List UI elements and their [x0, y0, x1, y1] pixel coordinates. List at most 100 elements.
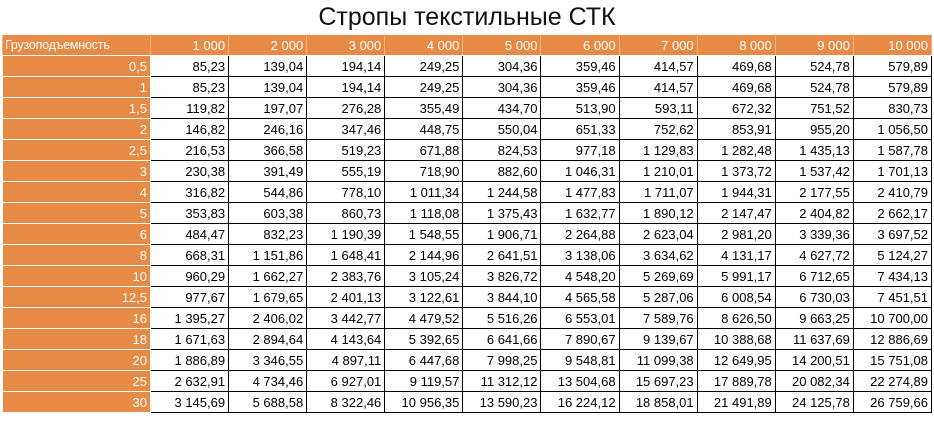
- table-cell: 469,68: [696, 76, 776, 98]
- table-cell: 9 663,25: [774, 307, 854, 329]
- table-cell: 1 886,89: [149, 349, 230, 371]
- table-cell: 6 730,03: [774, 286, 854, 308]
- table-cell: 194,14: [306, 55, 386, 77]
- table-cell: 778,10: [306, 181, 386, 203]
- table-cell: 304,36: [462, 55, 542, 77]
- table-cell: 353,83: [149, 202, 230, 224]
- table-cell: 1 944,31: [696, 181, 776, 203]
- table-cell: 4 548,20: [540, 265, 620, 287]
- table-row: 16 1 395,27 2 406,02 3 442,77 4 479,52 5 516,…: [2, 307, 933, 329]
- table-cell: 5 269,69: [618, 265, 698, 287]
- column-header: 7 000: [618, 34, 698, 56]
- table-cell: 524,78: [774, 55, 854, 77]
- row-header: 3: [2, 160, 151, 182]
- table-cell: 6 553,01: [540, 307, 620, 329]
- table-cell: 11 099,38: [618, 349, 698, 371]
- table-cell: 1 890,12: [618, 202, 698, 224]
- column-header: 2 000: [228, 34, 308, 56]
- table-cell: 1 210,01: [618, 160, 698, 182]
- column-header: 4 000: [384, 34, 464, 56]
- table-cell: 316,82: [149, 181, 230, 203]
- table-cell: 1 190,39: [306, 223, 386, 245]
- table-cell: 3 339,36: [774, 223, 854, 245]
- table-cell: 3 346,55: [228, 349, 308, 371]
- table-cell: 1 375,43: [462, 202, 542, 224]
- table-cell: 2 662,17: [852, 202, 933, 224]
- column-header: 9 000: [774, 34, 854, 56]
- column-header: 6 000: [540, 34, 620, 56]
- table-cell: 1 435,13: [774, 139, 854, 161]
- table-cell: 3 697,52: [852, 223, 933, 245]
- table-row: 20 1 886,89 3 346,55 4 897,11 6 447,68 7 998,…: [2, 349, 933, 371]
- table-cell: 2 264,88: [540, 223, 620, 245]
- table-row: 0,5 85,23 139,04 194,14 249,25 304,36 359,46 41…: [2, 55, 933, 77]
- table-cell: 434,70: [462, 97, 542, 119]
- row-header: 18: [2, 328, 151, 350]
- table-cell: 1 632,77: [540, 202, 620, 224]
- row-header: 25: [2, 370, 151, 392]
- price-table: Грузоподъемность 1 000 2 000 3 000 4 000 5 0…: [2, 34, 933, 413]
- table-cell: 16 224,12: [540, 391, 620, 413]
- table-cell: 3 844,10: [462, 286, 542, 308]
- table-cell: 2 632,91: [149, 370, 230, 392]
- table-cell: 146,82: [149, 118, 230, 140]
- table-cell: 15 751,08: [852, 349, 933, 371]
- table-row: 6 484,47 832,23 1 190,39 1 548,55 1 906,71 2 2…: [2, 223, 933, 245]
- table-cell: 1 648,41: [306, 244, 386, 266]
- table-cell: 1 711,07: [618, 181, 698, 203]
- table-cell: 2 383,76: [306, 265, 386, 287]
- table-cell: 1 151,86: [228, 244, 308, 266]
- table-cell: 276,28: [306, 97, 386, 119]
- table-cell: 1 477,83: [540, 181, 620, 203]
- column-header: 1 000: [149, 34, 230, 56]
- table-cell: 249,25: [384, 76, 464, 98]
- table-cell: 824,53: [462, 139, 542, 161]
- table-row: 1 85,23 139,04 194,14 249,25 304,36 359,46 414,…: [2, 76, 933, 98]
- table-cell: 469,68: [696, 55, 776, 77]
- table-cell: 359,46: [540, 76, 620, 98]
- table-cell: 2 401,13: [306, 286, 386, 308]
- table-cell: 1 906,71: [462, 223, 542, 245]
- row-header: 16: [2, 307, 151, 329]
- table-cell: 1 701,13: [852, 160, 933, 182]
- table-cell: 2 147,47: [696, 202, 776, 224]
- row-header: 2,5: [2, 139, 151, 161]
- table-cell: 1 537,42: [774, 160, 854, 182]
- table-cell: 955,20: [774, 118, 854, 140]
- table-cell: 7 434,13: [852, 265, 933, 287]
- table-cell: 18 858,01: [618, 391, 698, 413]
- table-cell: 1 011,34: [384, 181, 464, 203]
- table-cell: 550,04: [462, 118, 542, 140]
- table-cell: 9 139,67: [618, 328, 698, 350]
- row-header: 12,5: [2, 286, 151, 308]
- row-header: 4: [2, 181, 151, 203]
- table-cell: 3 105,24: [384, 265, 464, 287]
- table-cell: 448,75: [384, 118, 464, 140]
- table-cell: 484,47: [149, 223, 230, 245]
- table-cell: 17 889,78: [696, 370, 776, 392]
- table-cell: 882,60: [462, 160, 542, 182]
- table-cell: 1 395,27: [149, 307, 230, 329]
- table-cell: 2 981,20: [696, 223, 776, 245]
- table-cell: 1 056,50: [852, 118, 933, 140]
- table-cell: 3 442,77: [306, 307, 386, 329]
- table-cell: 513,90: [540, 97, 620, 119]
- table-cell: 7 451,51: [852, 286, 933, 308]
- table-cell: 6 927,01: [306, 370, 386, 392]
- table-cell: 11 637,69: [774, 328, 854, 350]
- table-cell: 139,04: [228, 55, 308, 77]
- table-cell: 7 890,67: [540, 328, 620, 350]
- table-cell: 3 826,72: [462, 265, 542, 287]
- table-cell: 391,49: [228, 160, 308, 182]
- table-cell: 544,86: [228, 181, 308, 203]
- table-cell: 139,04: [228, 76, 308, 98]
- table-cell: 2 641,51: [462, 244, 542, 266]
- table-cell: 347,46: [306, 118, 386, 140]
- row-header: 30: [2, 391, 151, 413]
- table-cell: 2 406,02: [228, 307, 308, 329]
- table-row: 8 668,31 1 151,86 1 648,41 2 144,96 2 641,51 3…: [2, 244, 933, 266]
- table-cell: 672,32: [696, 97, 776, 119]
- table-cell: 85,23: [149, 76, 230, 98]
- table-cell: 1 046,31: [540, 160, 620, 182]
- table-cell: 4 897,11: [306, 349, 386, 371]
